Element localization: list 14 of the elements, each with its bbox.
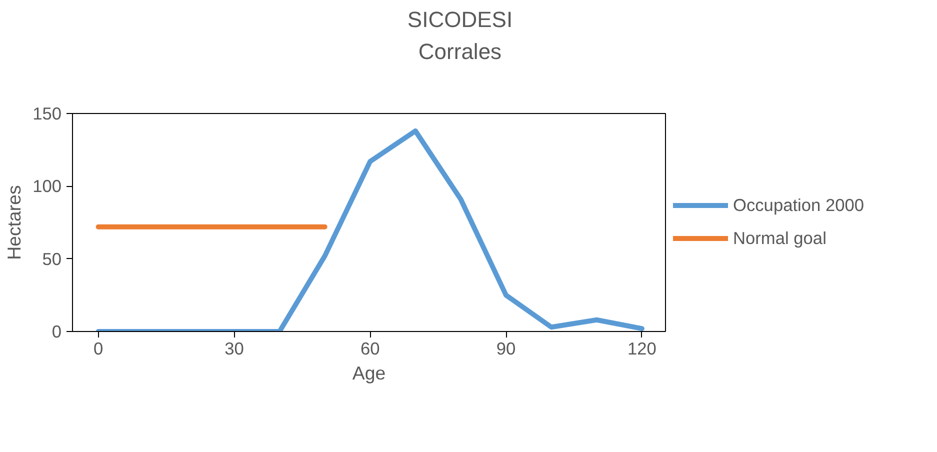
legend-label: Normal goal <box>733 228 826 249</box>
y-tick-label: 150 <box>32 103 62 124</box>
legend-label: Occupation 2000 <box>733 194 864 216</box>
x-axis-title: Age <box>352 362 386 384</box>
x-tick-label: 90 <box>496 338 516 358</box>
x-tick-label: 0 <box>94 338 104 358</box>
x-tick-label: 30 <box>224 338 244 358</box>
x-tick-label: 120 <box>627 338 656 358</box>
y-tick-label: 50 <box>42 248 62 269</box>
y-tick-label: 100 <box>32 176 62 196</box>
y-tick-label: 0 <box>52 321 62 342</box>
y-axis-title: Hectares <box>4 184 25 260</box>
chart-title: SICODESI Corrales <box>407 6 513 66</box>
x-tick-label: 60 <box>360 338 380 358</box>
